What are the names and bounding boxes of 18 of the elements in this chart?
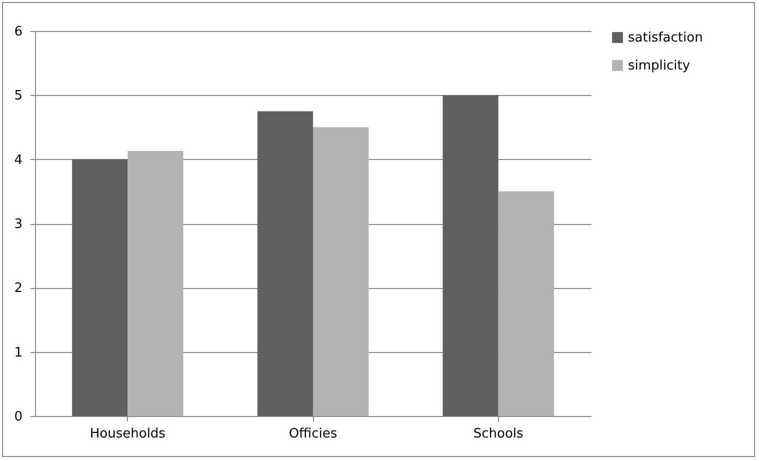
bar bbox=[498, 191, 554, 416]
bar bbox=[257, 111, 313, 416]
bar bbox=[313, 127, 369, 416]
legend-label: simplicity bbox=[628, 58, 690, 74]
bar bbox=[442, 95, 498, 416]
x-tick-label: Schools bbox=[473, 426, 524, 442]
bar bbox=[128, 150, 184, 416]
y-tick-label: 0 bbox=[14, 410, 22, 424]
y-tick-label: 5 bbox=[14, 88, 22, 104]
y-tick-label: 1 bbox=[14, 345, 22, 360]
y-tick-label: 6 bbox=[14, 24, 22, 40]
y-tick-label: 2 bbox=[14, 281, 22, 296]
legend-label: satisfaction bbox=[628, 30, 703, 46]
bar bbox=[72, 159, 128, 416]
x-tick-label: Households bbox=[90, 426, 166, 442]
y-tick-label: 4 bbox=[14, 152, 22, 168]
y-tick-label: 3 bbox=[14, 217, 22, 232]
x-tick-label: Officies bbox=[288, 426, 338, 442]
